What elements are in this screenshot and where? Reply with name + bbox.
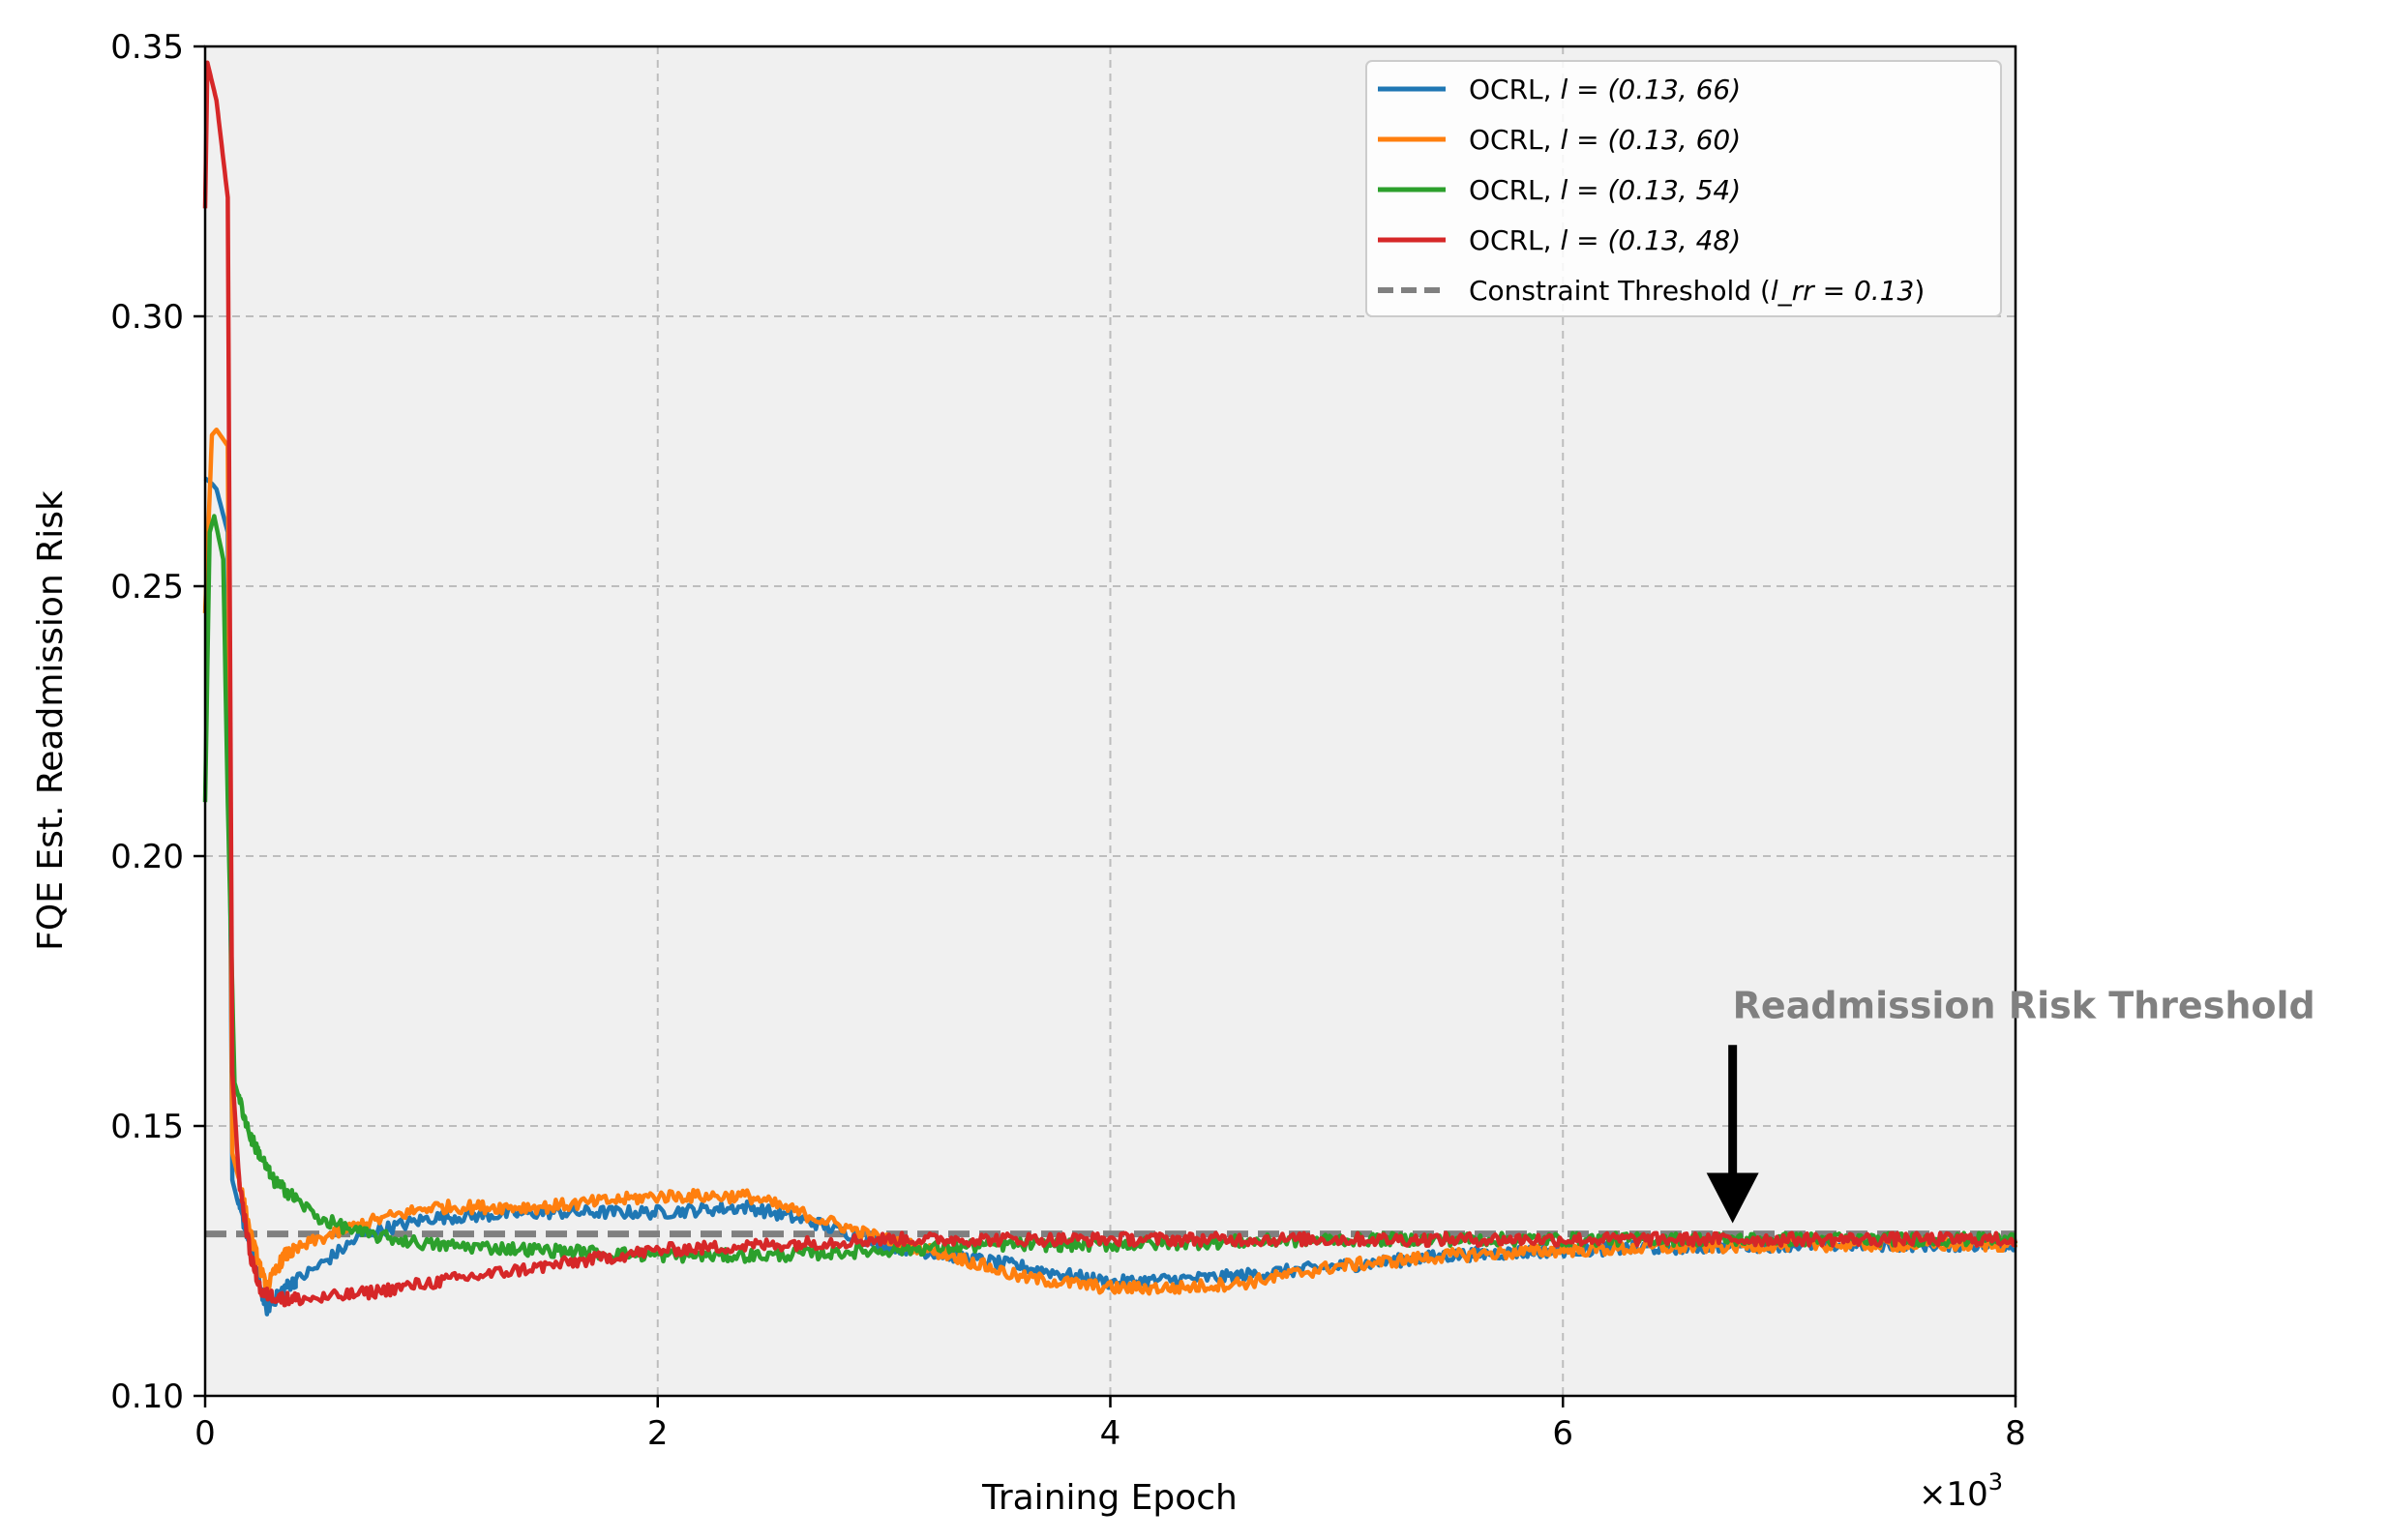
y-tick-label: 0.30 — [110, 298, 184, 337]
x-tick-label: 6 — [1552, 1414, 1573, 1453]
y-tick-label: 0.20 — [110, 838, 184, 876]
legend-label: OCRL, l = (0.13, 48) — [1469, 224, 1741, 256]
series-line-4 — [202, 60, 2018, 1308]
x-multiplier-base: ×10 — [1919, 1475, 1988, 1514]
x-tick-label: 0 — [194, 1414, 216, 1453]
legend-label: OCRL, l = (0.13, 66) — [1469, 74, 1741, 105]
annotation: Readmission Risk Threshold — [1706, 984, 2315, 1224]
x-tick-label: 8 — [2005, 1414, 2026, 1453]
ticks: 0 2 4 6 8 0.10 0.15 0.20 0.25 0.30 0.35 — [110, 28, 2026, 1453]
x-tick-label: 2 — [647, 1414, 669, 1453]
series-line-2 — [202, 427, 2018, 1296]
legend-label: OCRL, l = (0.13, 54) — [1469, 174, 1741, 206]
legend-box — [1365, 60, 2002, 317]
x-axis-title: Training Epoch — [981, 1478, 1238, 1518]
y-tick-label: 0.25 — [110, 568, 184, 607]
annotation-arrow-head — [1706, 1172, 1759, 1224]
legend-label: OCRL, l = (0.13, 60) — [1469, 124, 1741, 156]
x-multiplier-exponent: 3 — [1988, 1468, 2003, 1496]
x-axis-multiplier: ×103 — [1919, 1468, 2003, 1514]
y-tick-label: 0.10 — [110, 1377, 184, 1416]
annotation-text: Readmission Risk Threshold — [1733, 984, 2315, 1026]
y-axis-title: FQE Est. Readmission Risk — [31, 490, 71, 951]
legend: OCRL, l = (0.13, 66) OCRL, l = (0.13, 60)… — [1365, 60, 2002, 317]
series-layer — [202, 60, 2018, 1317]
y-tick-label: 0.35 — [110, 28, 184, 67]
x-tick-label: 4 — [1100, 1414, 1121, 1453]
legend-label: Constraint Threshold (l_rr = 0.13) — [1469, 275, 1925, 307]
y-tick-label: 0.15 — [110, 1108, 184, 1146]
